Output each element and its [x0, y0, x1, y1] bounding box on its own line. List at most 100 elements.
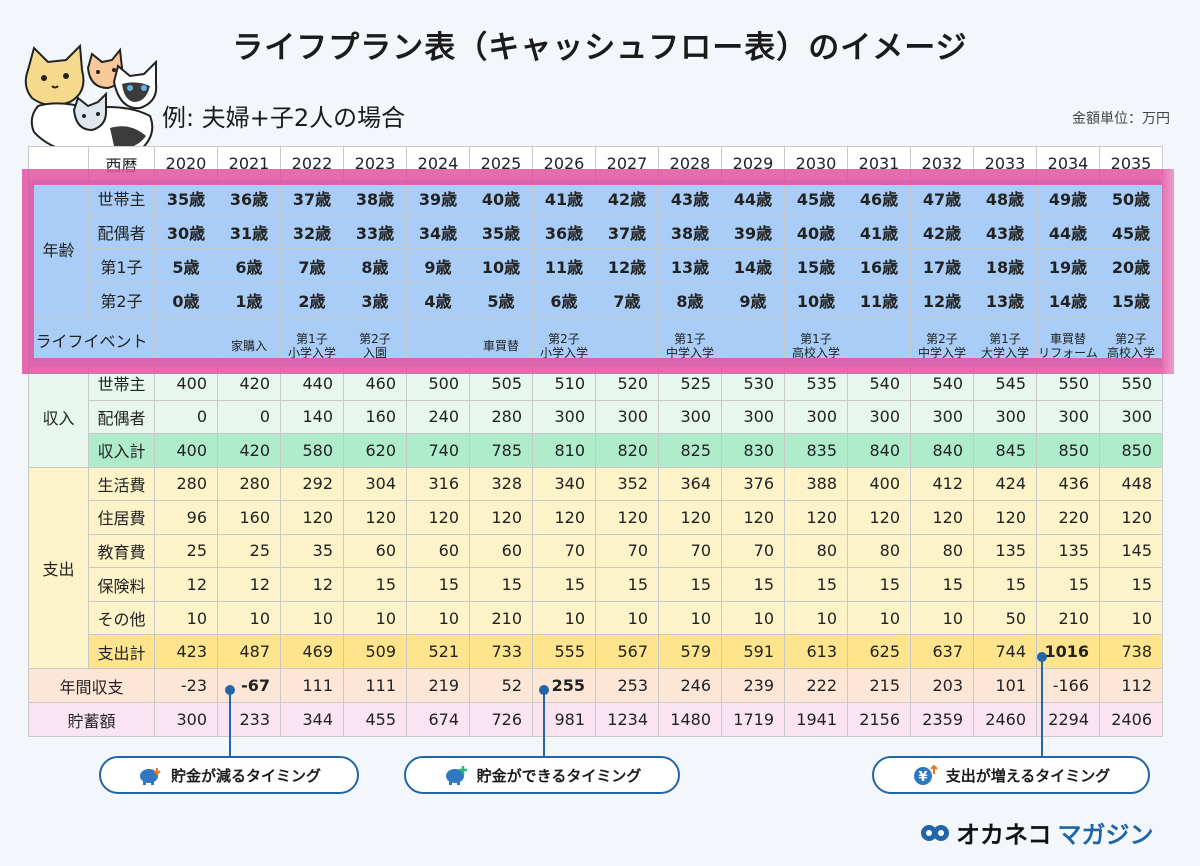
expense-cell: 120 — [784, 500, 848, 535]
age-cell: 45歳 — [784, 180, 848, 215]
income-total-cell: 740 — [406, 433, 470, 468]
expense-row-label: 教育費 — [88, 533, 155, 569]
income-cell: 300 — [1036, 399, 1100, 434]
age-cell: 37歳 — [595, 214, 659, 249]
expense-row: 住居費 96 160 120 120 120 120 120 120 120 120 120 120 12… — [29, 500, 1163, 535]
logo-text-2: マガジン — [1057, 821, 1154, 849]
income-cell: 540 — [847, 366, 911, 401]
expense-cell: 388 — [784, 466, 848, 502]
expense-group-label: 支出 — [28, 466, 89, 670]
okaneko-logo: オカネコ マガジン — [920, 815, 1154, 850]
expense-cell: 70 — [532, 533, 596, 569]
expense-cell: 424 — [973, 466, 1037, 502]
income-cell: 525 — [658, 366, 722, 401]
callout-expense-up: ¥ 支出が増えるタイミング — [872, 756, 1150, 794]
expense-cell: 145 — [1099, 533, 1163, 569]
annual-balance-cell: 239 — [721, 668, 785, 704]
age-cell: 0歳 — [154, 282, 218, 317]
income-cell: 400 — [154, 366, 218, 401]
expense-total-label: 支出計 — [88, 634, 155, 670]
age-cell: 14歳 — [1036, 282, 1100, 317]
age-cell: 16歳 — [847, 248, 911, 283]
income-cell: 240 — [406, 399, 470, 434]
life-event-cell: 車買替 リフォーム — [1036, 316, 1100, 367]
life-event-cell: 第1子 高校入学 — [784, 316, 848, 367]
expense-total-cell: 744 — [973, 634, 1037, 670]
expense-cell: 15 — [406, 567, 470, 602]
expense-cell: 120 — [595, 500, 659, 535]
expense-cell: 364 — [658, 466, 722, 502]
income-row: 収入 世帯主 400 420 440 460 500 505 510 520 525 530 535 54… — [28, 366, 1163, 468]
savings-cell: 455 — [343, 702, 407, 738]
savings-cell: 2359 — [910, 702, 974, 738]
savings-cell: 1234 — [595, 702, 659, 738]
age-cell: 6歳 — [217, 248, 281, 283]
income-total-cell: 785 — [469, 433, 533, 468]
age-row: 年齢 世帯主 35歳 36歳 37歳 38歳 39歳 40歳 41歳 42歳 43歳 44歳 45歳 46… — [28, 180, 1163, 317]
expense-total-cell: 521 — [406, 634, 470, 670]
expense-total-cell: 591 — [721, 634, 785, 670]
piggy-bank-down-icon — [139, 768, 161, 785]
annual-balance-row: 年間収支 -23 -67 111 111 219 52 255 253 246 239 222 215 2… — [28, 668, 1163, 704]
income-cell: 0 — [154, 399, 218, 434]
expense-cell: 10 — [406, 600, 470, 636]
expense-cell: 10 — [532, 600, 596, 636]
expense-row: 保険料 12 12 12 15 15 15 15 15 15 15 15 15 15 15 15 15 — [29, 567, 1163, 602]
expense-up-connector — [1041, 660, 1043, 758]
age-cell: 11歳 — [532, 248, 596, 283]
age-row: 配偶者 30歳 31歳 32歳 33歳 34歳 35歳 36歳 37歳 38歳 39歳 40歳 41歳 4… — [29, 214, 1163, 249]
life-event-line1: 第1子 — [674, 331, 706, 346]
expense-cell: 15 — [784, 567, 848, 602]
income-total-cell: 850 — [1036, 433, 1100, 468]
expense-cell: 12 — [154, 567, 218, 602]
income-cell: 140 — [280, 399, 344, 434]
savings-cell: 233 — [217, 702, 281, 738]
savings-cell: 726 — [469, 702, 533, 738]
expense-cell: 120 — [658, 500, 722, 535]
life-event-line1: 第2子 — [548, 331, 580, 346]
age-cell: 17歳 — [910, 248, 974, 283]
callout-increase: 貯金ができるタイミング — [404, 756, 680, 794]
life-event-cell — [595, 316, 659, 367]
expense-total-cell: 613 — [784, 634, 848, 670]
age-cell: 4歳 — [406, 282, 470, 317]
expense-cell: 15 — [532, 567, 596, 602]
expense-cell: 10 — [721, 600, 785, 636]
income-total-cell: 810 — [532, 433, 596, 468]
savings-label: 貯蓄額 — [28, 702, 155, 738]
example-subtitle: 例: 夫婦+子2人の場合 — [162, 104, 406, 132]
life-event-cell: 車買替 — [469, 316, 533, 367]
expense-total-cell: 733 — [469, 634, 533, 670]
expense-cell: 340 — [532, 466, 596, 502]
income-cell: 300 — [658, 399, 722, 434]
savings-cell: 1719 — [721, 702, 785, 738]
decrease-dot — [225, 685, 235, 695]
expense-row-label: 生活費 — [88, 466, 155, 502]
life-event-line1: 第1子 — [989, 331, 1021, 346]
income-cell: 300 — [721, 399, 785, 434]
income-cell: 300 — [532, 399, 596, 434]
age-row-label: 世帯主 — [88, 180, 155, 215]
expense-cell: 412 — [910, 466, 974, 502]
income-cell: 510 — [532, 366, 596, 401]
age-cell: 41歳 — [847, 214, 911, 249]
savings-cell: 300 — [154, 702, 218, 738]
expense-row-label: 保険料 — [88, 567, 155, 602]
income-total-cell: 845 — [973, 433, 1037, 468]
expense-cell: 12 — [217, 567, 281, 602]
year-cell: 2027 — [595, 146, 659, 181]
age-row-label: 配偶者 — [88, 214, 155, 249]
savings-row: 貯蓄額 300 233 344 455 674 726 981 1234 1480 1719 1941… — [28, 702, 1163, 738]
age-cell: 8歳 — [343, 248, 407, 283]
age-cell: 35歳 — [154, 180, 218, 215]
age-cell: 11歳 — [847, 282, 911, 317]
life-event-cell: 第1子 大学入学 — [973, 316, 1037, 367]
age-cell: 10歳 — [469, 248, 533, 283]
expense-cell: 10 — [343, 600, 407, 636]
savings-cell: 2406 — [1099, 702, 1163, 738]
expense-cell: 15 — [1036, 567, 1100, 602]
income-cell: 280 — [469, 399, 533, 434]
life-event-line2: 小学入学 — [539, 345, 588, 360]
savings-cell: 2156 — [847, 702, 911, 738]
expense-row-label: 住居費 — [88, 500, 155, 535]
